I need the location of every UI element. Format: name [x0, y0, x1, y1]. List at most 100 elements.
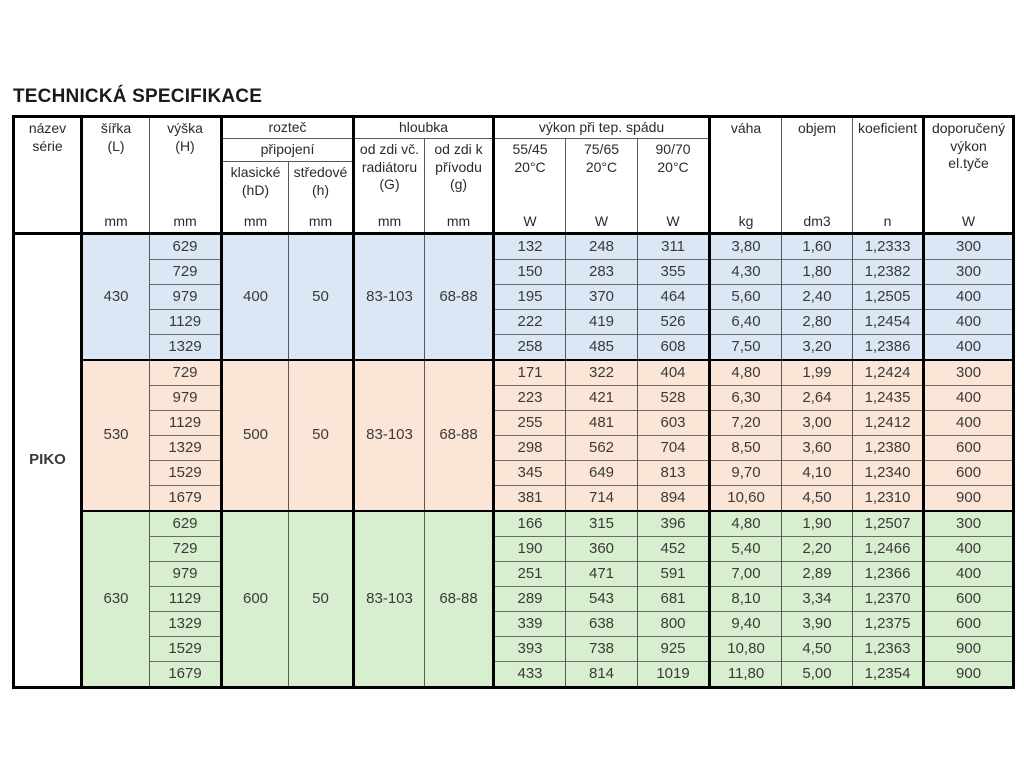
- coefficient-cell: 1,2412: [852, 410, 926, 436]
- power-5545-cell: 171: [493, 359, 567, 386]
- power-9070-cell: 894: [637, 485, 712, 511]
- power-7565-cell: 471: [565, 561, 639, 587]
- table-row: 729 190 360 452 5,40 2,20 1,2466 400: [14, 536, 1014, 562]
- power-7565-cell: 248: [565, 232, 639, 260]
- col-header-width: šířka (L): [81, 116, 150, 212]
- power-7565-cell: 283: [565, 259, 639, 285]
- power-5545-cell: 150: [493, 259, 567, 285]
- recommended-power-cell: 400: [923, 561, 1014, 587]
- power-7565-cell: 714: [565, 485, 639, 511]
- power-5545-cell: 132: [493, 232, 567, 260]
- col-header-gradient-5545: 55/45 20°C: [493, 138, 567, 212]
- volume-cell: 2,80: [781, 309, 854, 335]
- recommended-power-cell: 900: [923, 661, 1014, 688]
- weight-cell: 4,80: [709, 510, 783, 537]
- table-row: PIKO 430 629 400 50 83-103 68-88 132 248 311 3,80 1…: [13, 232, 1014, 688]
- height-cell: 1329: [149, 611, 223, 637]
- power-5545-cell: 298: [493, 435, 567, 461]
- power-5545-cell: 381: [493, 485, 567, 511]
- height-cell: 1679: [149, 485, 223, 511]
- col-header-gradient-7565: 75/65 20°C: [565, 138, 639, 212]
- volume-cell: 2,89: [781, 561, 854, 587]
- recommended-power-cell: 900: [923, 636, 1014, 662]
- coefficient-cell: 1,2507: [852, 510, 926, 537]
- col-header-coefficient: koeficient: [852, 116, 926, 212]
- weight-cell: 7,20: [709, 410, 783, 436]
- table-row: 1329 298 562 704 8,50 3,60 1,2380 600: [14, 435, 1014, 461]
- recommended-power-cell: 400: [923, 410, 1014, 436]
- coefficient-cell: 1,2380: [852, 435, 926, 461]
- col-header-height: výška (H): [149, 116, 223, 212]
- power-5545-cell: 166: [493, 510, 567, 537]
- power-7565-cell: 322: [565, 359, 639, 386]
- col-header-power: výkon při tep. spádu: [493, 116, 712, 139]
- power-5545-cell: 255: [493, 410, 567, 436]
- pitch-classic-cell: 400: [221, 232, 289, 360]
- unit-volume: dm3: [781, 211, 854, 234]
- height-cell: 729: [149, 359, 223, 386]
- recommended-power-cell: 900: [923, 485, 1014, 511]
- weight-cell: 11,80: [709, 661, 783, 688]
- col-header-depth-from-wall-supply: od zdi k přívodu (g): [424, 138, 496, 212]
- col-header-pitch: rozteč: [221, 116, 355, 139]
- pitch-central-cell: 50: [288, 359, 355, 511]
- coefficient-cell: 1,2435: [852, 385, 926, 411]
- weight-cell: 5,40: [709, 536, 783, 562]
- unit-power-7565: W: [565, 211, 639, 234]
- power-5545-cell: 190: [493, 536, 567, 562]
- height-cell: 979: [149, 561, 223, 587]
- power-9070-cell: 311: [637, 232, 712, 260]
- weight-cell: 8,10: [709, 586, 783, 612]
- pitch-central-cell: 50: [288, 232, 355, 360]
- col-header-weight: váha: [709, 116, 783, 212]
- power-9070-cell: 603: [637, 410, 712, 436]
- coefficient-cell: 1,2386: [852, 334, 926, 360]
- height-cell: 629: [149, 510, 223, 537]
- height-cell: 979: [149, 284, 223, 310]
- power-7565-cell: 649: [565, 460, 639, 486]
- weight-cell: 8,50: [709, 435, 783, 461]
- depth-g-cell: 68-88: [424, 510, 496, 688]
- volume-cell: 1,80: [781, 259, 854, 285]
- table-row: 979 195 370 464 5,60 2,40 1,2505 400: [14, 284, 1014, 310]
- power-5545-cell: 258: [493, 334, 567, 360]
- coefficient-cell: 1,2505: [852, 284, 926, 310]
- weight-cell: 5,60: [709, 284, 783, 310]
- height-cell: 1329: [149, 334, 223, 360]
- weight-cell: 9,70: [709, 460, 783, 486]
- unit-power-5545: W: [493, 211, 567, 234]
- weight-cell: 4,30: [709, 259, 783, 285]
- recommended-power-cell: 600: [923, 611, 1014, 637]
- power-9070-cell: 526: [637, 309, 712, 335]
- height-cell: 1129: [149, 410, 223, 436]
- power-5545-cell: 393: [493, 636, 567, 662]
- coefficient-cell: 1,2366: [852, 561, 926, 587]
- table-body: PIKO 430 629 400 50 83-103 68-88 132 248 311 3,80 1…: [13, 232, 1014, 688]
- power-5545-cell: 339: [493, 611, 567, 637]
- page-title: TECHNICKÁ SPECIFIKACE: [13, 86, 263, 107]
- power-5545-cell: 433: [493, 661, 567, 688]
- volume-cell: 1,60: [781, 232, 854, 260]
- table-row: 1129 289 543 681 8,10 3,34 1,2370 600: [14, 586, 1014, 612]
- power-9070-cell: 355: [637, 259, 712, 285]
- unit-pitch-central: mm: [288, 211, 355, 234]
- table-row: 1329 339 638 800 9,40 3,90 1,2375 600: [14, 611, 1014, 637]
- coefficient-cell: 1,2310: [852, 485, 926, 511]
- recommended-power-cell: 300: [923, 259, 1014, 285]
- width-cell: 630: [81, 510, 150, 688]
- weight-cell: 7,00: [709, 561, 783, 587]
- power-7565-cell: 638: [565, 611, 639, 637]
- volume-cell: 4,50: [781, 636, 854, 662]
- power-9070-cell: 813: [637, 460, 712, 486]
- width-cell: 430: [81, 232, 150, 360]
- power-5545-cell: 289: [493, 586, 567, 612]
- table-row: 1679 381 714 894 10,60 4,50 1,2310 900: [14, 485, 1014, 511]
- table-row: 1129 255 481 603 7,20 3,00 1,2412 400: [14, 410, 1014, 436]
- volume-cell: 2,64: [781, 385, 854, 411]
- table-row: 729 150 283 355 4,30 1,80 1,2382 300: [14, 259, 1014, 285]
- recommended-power-cell: 400: [923, 536, 1014, 562]
- pitch-classic-cell: 600: [221, 510, 289, 688]
- power-9070-cell: 925: [637, 636, 712, 662]
- power-9070-cell: 528: [637, 385, 712, 411]
- power-7565-cell: 738: [565, 636, 639, 662]
